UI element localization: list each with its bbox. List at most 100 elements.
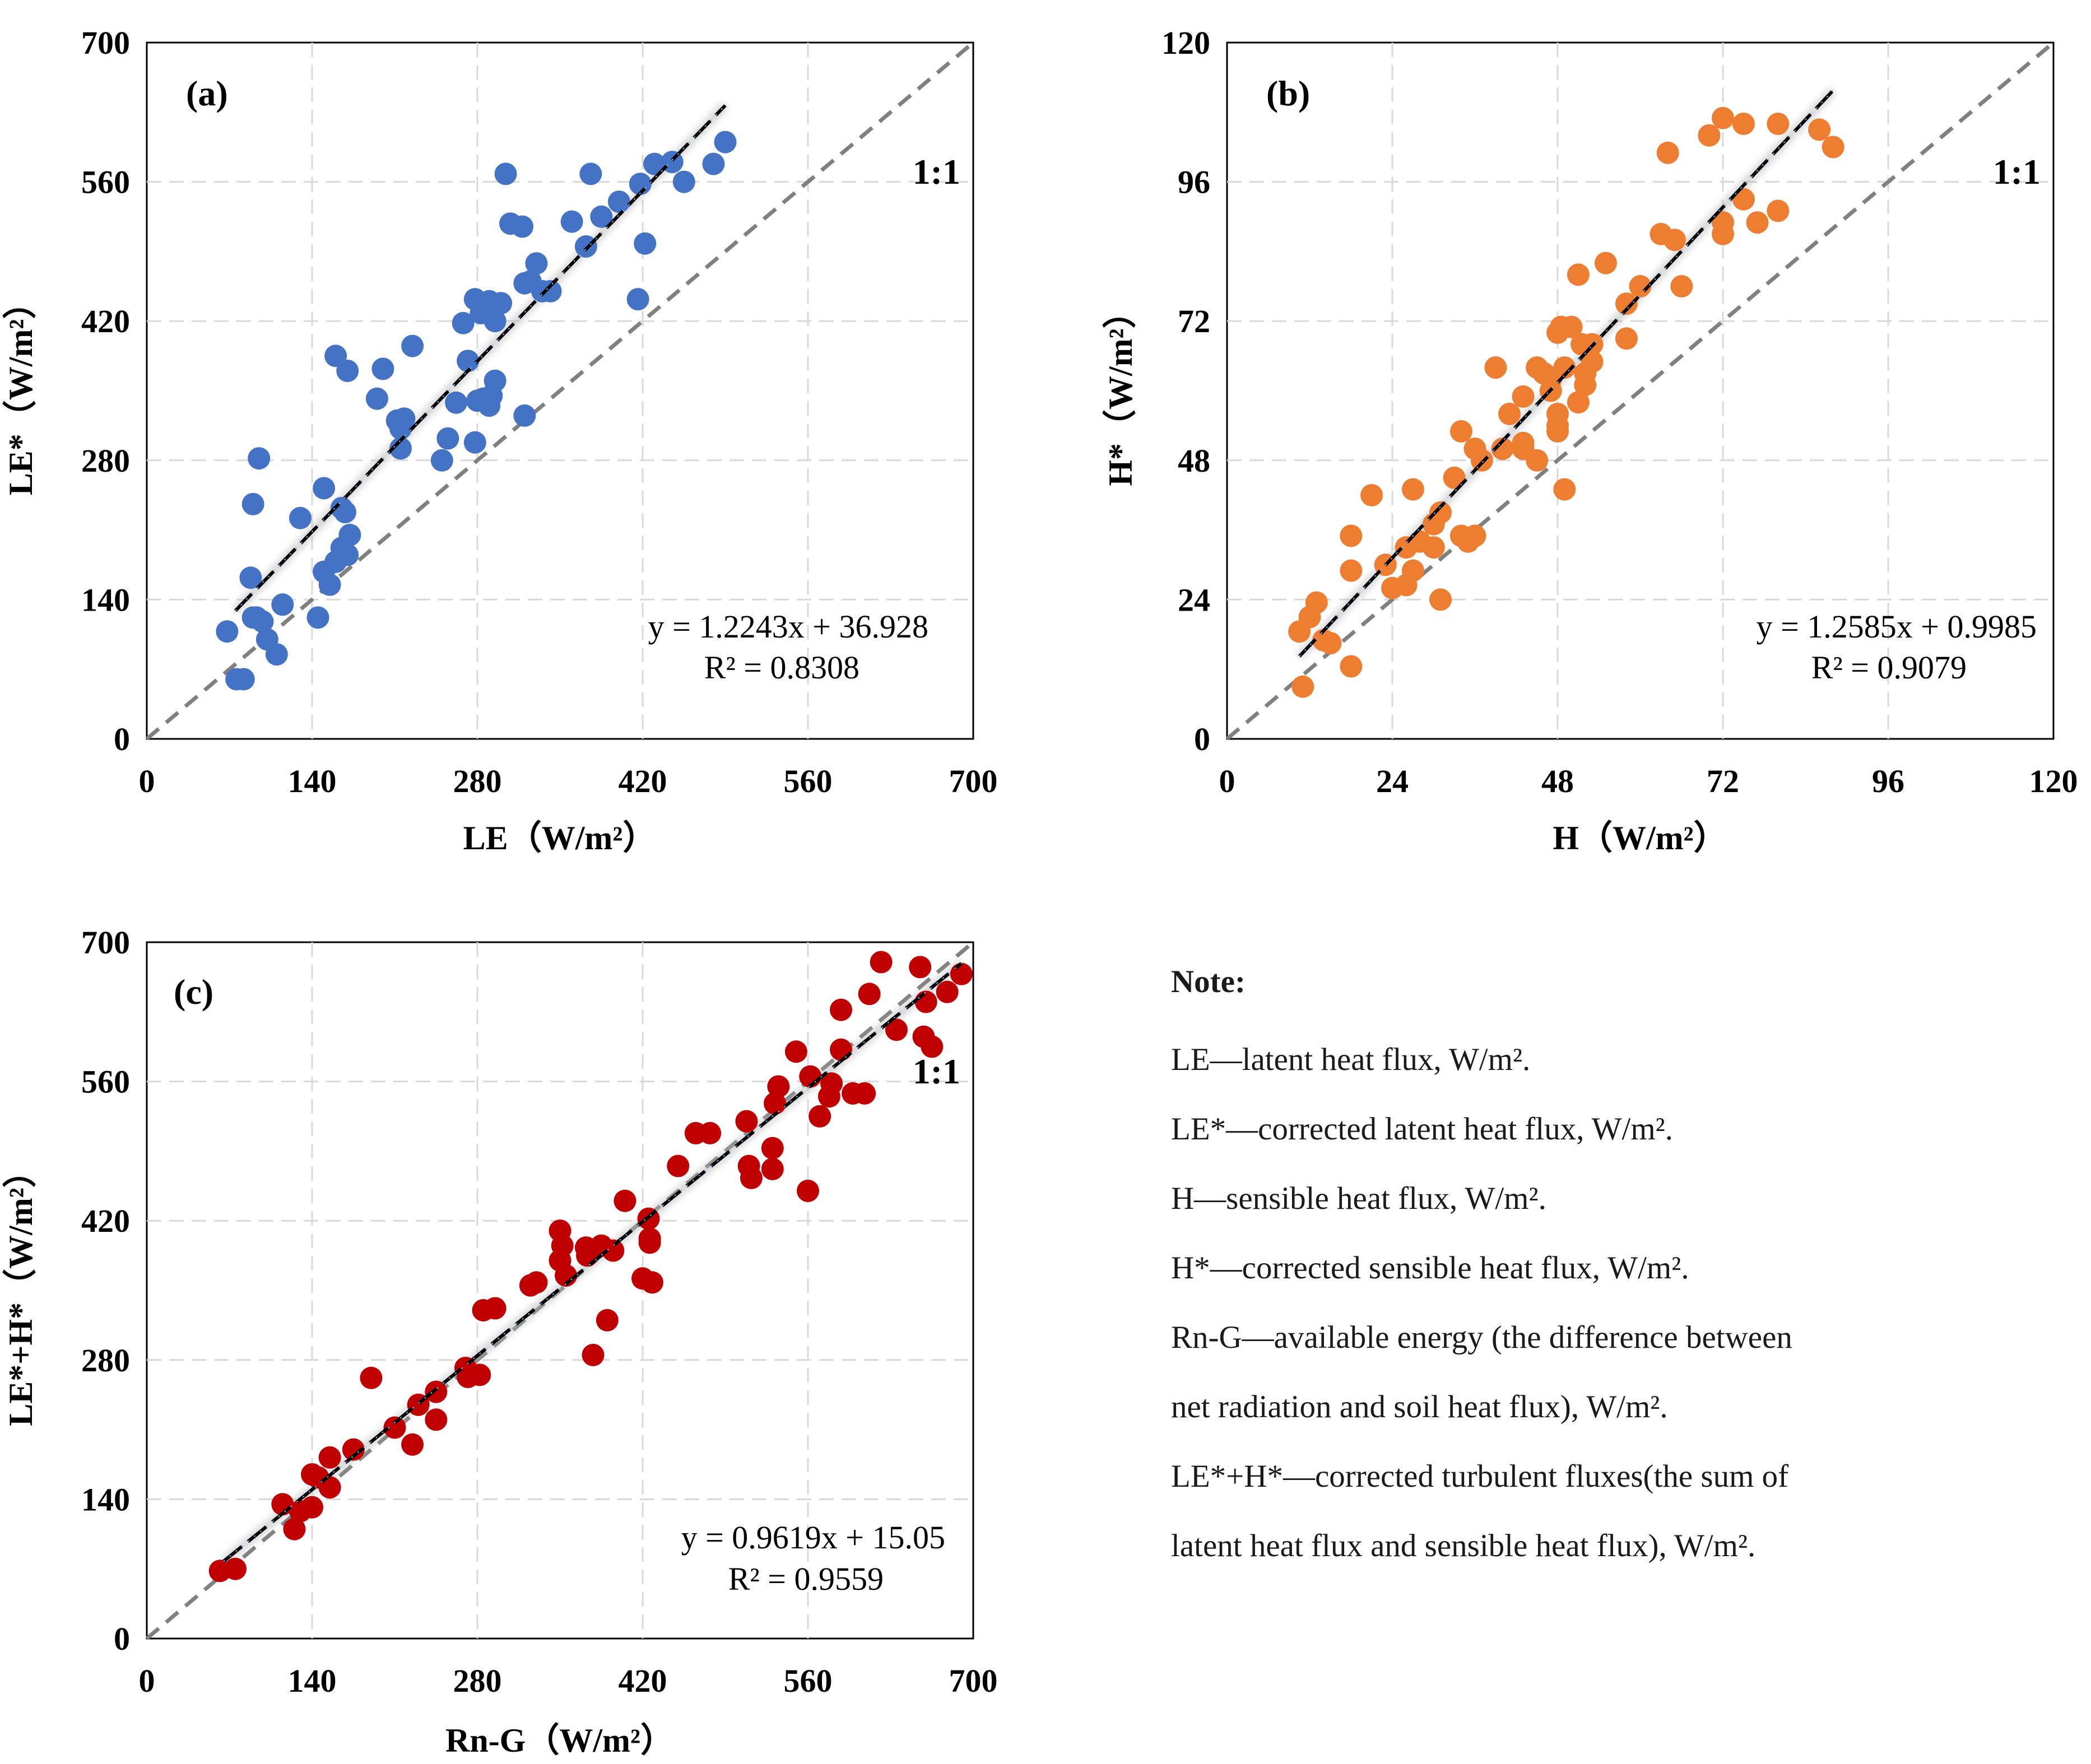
data-point xyxy=(885,1018,908,1041)
data-point xyxy=(1663,229,1686,252)
data-point xyxy=(360,1366,383,1389)
data-point xyxy=(764,1092,786,1115)
one-to-one-line xyxy=(1225,41,2055,741)
x-tick-label: 0 xyxy=(1219,763,1235,799)
data-point xyxy=(490,292,513,315)
data-point xyxy=(1470,449,1493,472)
y-tick-label: 0 xyxy=(1194,721,1210,757)
data-point xyxy=(1360,484,1383,506)
data-point xyxy=(430,449,453,472)
data-point xyxy=(306,606,329,629)
data-point xyxy=(301,1496,323,1519)
data-point xyxy=(318,573,341,596)
data-point xyxy=(808,1105,831,1128)
data-point xyxy=(950,962,973,985)
data-point xyxy=(484,310,507,333)
r-squared: R² = 0.9559 xyxy=(728,1561,884,1597)
data-point xyxy=(582,1343,605,1366)
data-point xyxy=(313,477,336,500)
x-tick-label: 140 xyxy=(288,763,337,799)
data-point xyxy=(1401,559,1424,582)
data-points xyxy=(216,131,737,691)
panel-label: (b) xyxy=(1266,73,1310,113)
data-point xyxy=(1712,106,1734,129)
y-axis-title: H*（W/m²） xyxy=(1102,295,1139,486)
data-point xyxy=(761,1137,784,1160)
one-to-one-label: 1:1 xyxy=(913,1051,960,1091)
data-point xyxy=(1401,478,1424,501)
chart-a: (a) 1:1 y = 1.2243x + 36.928 R² = 0.8308… xyxy=(2,25,998,857)
x-tick-label: 140 xyxy=(288,1663,337,1699)
data-point xyxy=(1567,263,1590,286)
data-points xyxy=(208,951,973,1583)
data-point xyxy=(539,280,562,302)
data-point xyxy=(289,506,312,529)
x-tick-label: 700 xyxy=(949,763,998,799)
data-point xyxy=(1767,113,1790,135)
data-point xyxy=(383,1416,406,1439)
x-tick-label: 24 xyxy=(1376,763,1409,799)
data-point xyxy=(1553,356,1576,379)
data-point xyxy=(271,593,294,616)
data-point xyxy=(1808,118,1831,141)
chart-c: (c) 1:1 y = 0.9619x + 15.05 R² = 0.9559 … xyxy=(2,924,998,1759)
data-point xyxy=(484,1297,507,1320)
data-point xyxy=(511,215,534,238)
data-point xyxy=(797,1179,819,1202)
y-tick-label: 560 xyxy=(81,164,130,201)
x-tick-label: 72 xyxy=(1707,763,1739,799)
data-point xyxy=(1746,211,1769,234)
data-point xyxy=(1615,327,1638,350)
y-tick-label: 280 xyxy=(81,1342,130,1379)
y-tick-label: 420 xyxy=(81,303,130,339)
data-point xyxy=(216,620,239,643)
data-point xyxy=(401,1433,424,1456)
data-point xyxy=(560,210,583,233)
data-point xyxy=(830,998,852,1021)
data-point xyxy=(909,956,932,979)
data-point xyxy=(436,427,459,450)
data-point xyxy=(1553,478,1576,501)
data-point xyxy=(1491,437,1514,460)
data-point xyxy=(425,1380,448,1403)
data-point xyxy=(614,1189,636,1212)
data-point xyxy=(936,980,959,1003)
data-point xyxy=(1498,402,1521,425)
data-point xyxy=(1656,141,1679,164)
note-line: LE*—corrected latent heat flux, W/m². xyxy=(1171,1111,1674,1147)
y-tick-label: 24 xyxy=(1178,581,1210,618)
data-point xyxy=(525,1271,548,1294)
data-point xyxy=(596,1309,619,1332)
data-point xyxy=(626,288,649,311)
fit-equation: y = 1.2243x + 36.928 xyxy=(648,608,928,645)
data-point xyxy=(602,1239,625,1262)
x-tick-label: 700 xyxy=(949,1663,998,1699)
data-point xyxy=(914,990,937,1013)
y-tick-label: 700 xyxy=(81,924,130,961)
y-tick-label: 700 xyxy=(81,25,130,61)
data-point xyxy=(1546,402,1569,425)
data-point xyxy=(629,173,652,196)
data-point xyxy=(1712,222,1734,245)
y-tick-label: 140 xyxy=(81,581,130,618)
data-point xyxy=(393,407,416,430)
y-axis-title: LE*+H*（W/m²） xyxy=(2,1154,39,1426)
data-point xyxy=(525,252,548,275)
trend-line-dotted xyxy=(223,962,962,1562)
note-line: Rn-G—available energy (the difference be… xyxy=(1171,1320,1792,1355)
data-point xyxy=(1581,350,1604,373)
note-line: LE—latent heat flux, W/m². xyxy=(1171,1042,1531,1077)
data-point xyxy=(1291,675,1314,698)
data-point xyxy=(336,543,359,566)
data-point xyxy=(830,1038,852,1061)
data-point xyxy=(336,360,359,382)
data-point xyxy=(551,1234,574,1257)
data-point xyxy=(590,205,613,228)
data-point xyxy=(820,1072,843,1095)
data-point xyxy=(1484,356,1507,379)
data-point xyxy=(324,345,347,367)
note-line: latent heat flux and sensible heat flux)… xyxy=(1171,1528,1756,1563)
data-point xyxy=(784,1040,807,1063)
data-point xyxy=(672,170,695,193)
